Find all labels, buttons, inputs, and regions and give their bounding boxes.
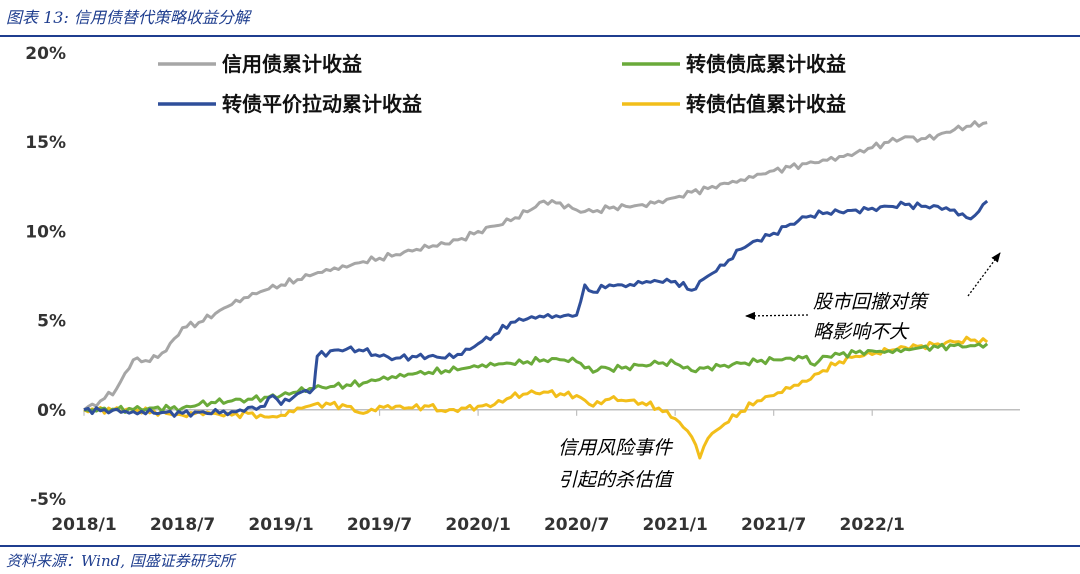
top-rule [0, 35, 1080, 37]
x-tick-label: 2020/1 [445, 515, 510, 535]
source-note: 资料来源：Wind, 国盛证券研究所 [6, 552, 235, 570]
line-chart: -5% 0% 5% 10% 15% 20% 2018/1 2018/7 2019/1 2019/7… [25, 44, 1020, 535]
annotation-pullback-line1: 股市回撤对策 [813, 291, 930, 313]
figure-title: 图表 13: 信用债替代策略收益分解 [6, 8, 250, 27]
legend-label: 信用债累计收益 [222, 52, 362, 76]
pullback-arrow [745, 311, 809, 320]
pullback-arrow-right [967, 252, 1001, 297]
annotation-pullback-line2: 略影响不大 [813, 321, 910, 343]
legend-label: 转债债底累计收益 [686, 52, 846, 76]
x-tick-label: 2018/1 [51, 515, 116, 535]
y-tick-label: -5% [30, 490, 66, 510]
series-line [83, 342, 989, 414]
annotation-credit-line2: 引起的杀估值 [558, 469, 675, 491]
bottom-rule [0, 545, 1080, 547]
x-tick-label: 2018/7 [150, 515, 215, 535]
x-tick-label: 2020/7 [544, 515, 609, 535]
annotation-credit-line1: 信用风险事件 [558, 437, 674, 459]
legend-label: 转债估值累计收益 [686, 92, 846, 116]
x-tick-label: 2021/7 [741, 515, 806, 535]
x-tick-label: 2021/1 [642, 515, 707, 535]
x-tick-label: 2022/1 [840, 515, 905, 535]
series-line [83, 335, 989, 460]
x-tick-label: 2019/1 [248, 515, 313, 535]
y-tick-label: 10% [25, 222, 66, 242]
y-tick-label: 15% [25, 133, 66, 153]
y-tick-label: 5% [37, 312, 66, 332]
series-line [83, 120, 988, 411]
x-tick-label: 2019/7 [347, 515, 412, 535]
y-tick-label: 20% [25, 44, 66, 64]
legend-label: 转债平价拉动累计收益 [222, 92, 422, 116]
series-line [83, 199, 989, 418]
y-tick-label: 0% [37, 401, 66, 421]
